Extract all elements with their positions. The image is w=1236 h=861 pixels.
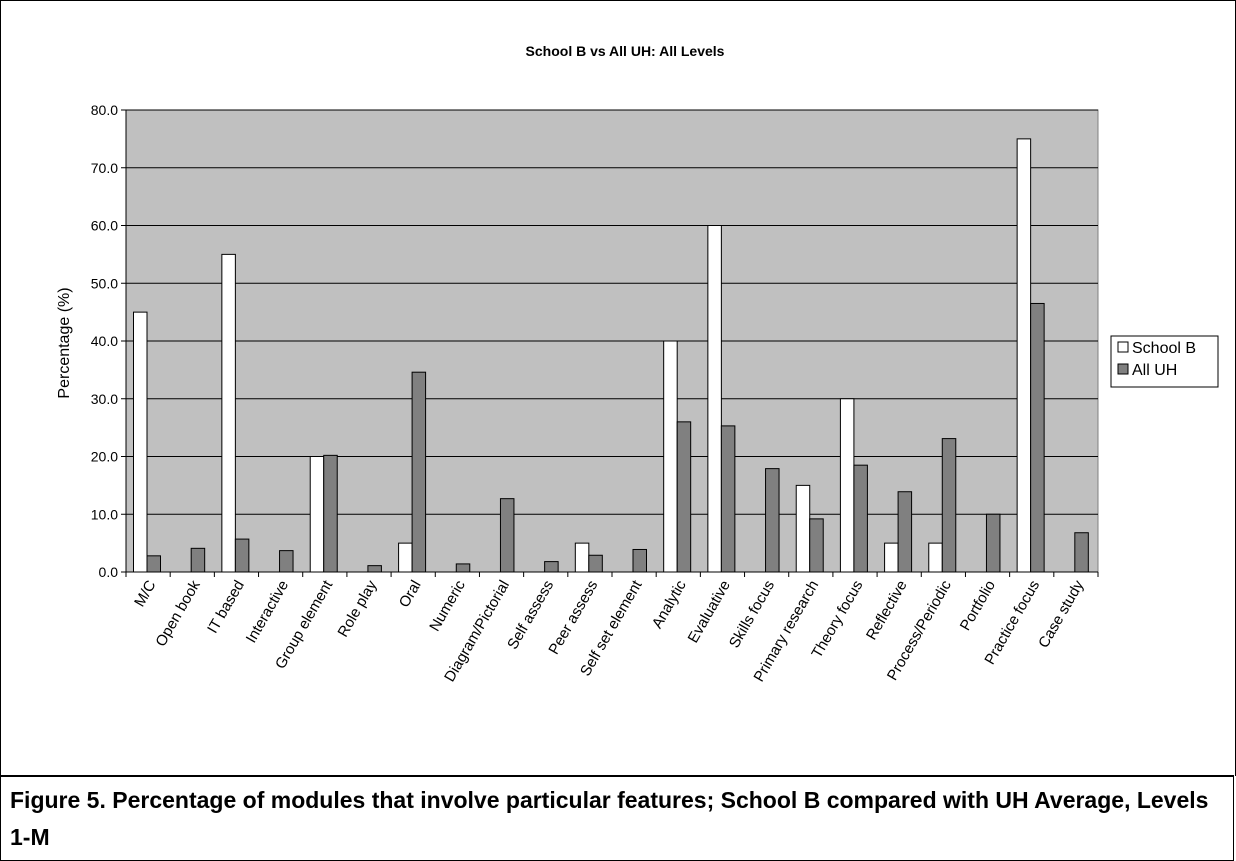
bar-school-b xyxy=(221,253,236,573)
y-tick-label: 10.0 xyxy=(91,506,118,522)
legend-swatch-school-b xyxy=(1117,341,1129,353)
chart: School B vs All UH: All Levels 0.0 10.0 20… xyxy=(56,43,1219,685)
x-tick-label: Open book xyxy=(152,577,204,649)
x-tick-label: IT based xyxy=(204,578,248,637)
bar-school-b xyxy=(707,225,722,573)
x-tick-label: Skills focus xyxy=(726,578,778,651)
y-tick-label: 40.0 xyxy=(91,333,118,349)
x-tick-label: Interactive xyxy=(243,578,292,646)
x-tick-label: Role play xyxy=(334,577,380,640)
bar-school-b xyxy=(1016,138,1032,573)
y-tick-label: 30.0 xyxy=(91,391,118,407)
bar-all-uh xyxy=(455,563,471,573)
chart-frame: School B vs All UH: All Levels 0.0 10.0 20… xyxy=(0,0,1236,776)
y-tick-label: 20.0 xyxy=(91,449,118,465)
bar-all-uh xyxy=(588,554,603,573)
y-tick-label: 80.0 xyxy=(91,102,118,118)
legend-label: All UH xyxy=(1132,362,1177,379)
x-tick-label: Evaluative xyxy=(685,578,734,646)
bar-all-uh xyxy=(411,371,427,573)
y-tick-label: 70.0 xyxy=(91,160,118,176)
bar-all-uh xyxy=(853,464,868,573)
bar-all-uh xyxy=(897,491,913,573)
bar-all-uh xyxy=(676,421,692,573)
x-tick-label: M/C xyxy=(131,577,160,609)
bar-school-b xyxy=(133,311,148,573)
x-tick-label: Numeric xyxy=(426,577,469,634)
figure-caption: Figure 5. Percentage of modules that inv… xyxy=(0,775,1234,861)
chart-title: School B vs All UH: All Levels xyxy=(526,43,725,59)
bar-school-b xyxy=(928,542,943,573)
bar-school-b xyxy=(574,542,590,573)
bar-all-uh xyxy=(544,561,559,573)
bar-all-uh xyxy=(146,555,161,573)
legend-label: School B xyxy=(1132,340,1196,357)
legend: School B All UH xyxy=(1110,335,1219,388)
x-tick-label: Portfolio xyxy=(957,577,999,633)
plot-area xyxy=(125,109,1099,573)
x-tick-label: Analytic xyxy=(649,577,690,631)
bar-all-uh xyxy=(720,425,736,573)
bar-school-b xyxy=(884,542,899,573)
bar-all-uh xyxy=(279,550,294,573)
bar-all-uh xyxy=(234,538,250,573)
bar-school-b xyxy=(398,542,413,573)
bar-all-uh xyxy=(985,513,1001,573)
bar-all-uh xyxy=(765,468,780,573)
bars xyxy=(133,138,1089,573)
x-tick-label: Oral xyxy=(396,578,425,611)
x-tick-label: Case study xyxy=(1035,577,1087,651)
legend-box xyxy=(1110,335,1219,388)
bar-all-uh xyxy=(1030,302,1045,573)
bar-all-uh xyxy=(190,547,206,573)
bar-all-uh xyxy=(323,454,338,573)
bar-all-uh xyxy=(1074,532,1089,573)
x-tick-label: Reflective xyxy=(863,578,911,644)
bar-all-uh xyxy=(499,498,515,573)
bar-all-uh xyxy=(367,565,382,573)
bar-school-b xyxy=(795,484,811,573)
bar-school-b xyxy=(839,398,855,573)
bar-school-b xyxy=(663,340,678,573)
legend-swatch-all-uh xyxy=(1117,363,1129,375)
y-axis-title: Percentage (%) xyxy=(56,287,73,398)
bar-all-uh xyxy=(632,548,647,573)
bar-all-uh xyxy=(809,518,824,573)
y-tick-label: 50.0 xyxy=(91,275,118,291)
bar-school-b xyxy=(309,456,325,573)
bar-all-uh xyxy=(941,438,957,573)
y-tick-label: 60.0 xyxy=(91,218,118,234)
y-tick-label: 0.0 xyxy=(99,564,119,580)
